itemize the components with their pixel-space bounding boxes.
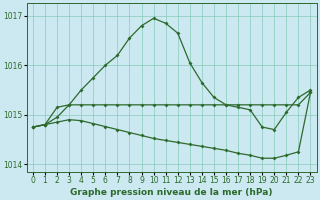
X-axis label: Graphe pression niveau de la mer (hPa): Graphe pression niveau de la mer (hPa) [70,188,273,197]
